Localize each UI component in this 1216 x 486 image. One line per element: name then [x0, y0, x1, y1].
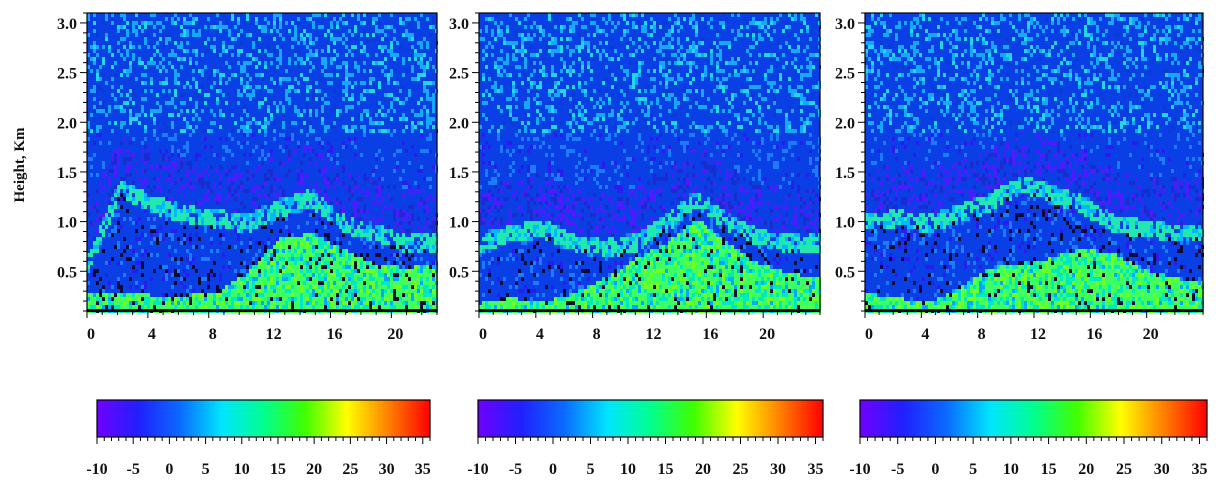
- y-tick-label: 1.0: [57, 215, 77, 232]
- heatmap-cells: [87, 13, 438, 313]
- y-tick-label: 1.0: [449, 215, 469, 232]
- colorbar-tick-label: -5: [891, 461, 904, 478]
- colorbar-gradient: [477, 399, 824, 438]
- colorbar-tick-label: 35: [808, 461, 824, 478]
- colorbar-tick-label: 30: [379, 461, 395, 478]
- x-tick-label: 4: [921, 326, 929, 343]
- colorbar-tick-label: -10: [467, 461, 488, 478]
- colorbar-tick-label: -5: [509, 461, 522, 478]
- colorbar-tick-label: 5: [969, 461, 977, 478]
- colorbar-tick-label: 5: [202, 461, 210, 478]
- x-tick-label: 4: [148, 326, 156, 343]
- y-tick-label: 1.5: [449, 165, 469, 182]
- colorbar-tick-label: 15: [1041, 461, 1057, 478]
- colorbar-tick-label: 15: [270, 461, 286, 478]
- heatmap-cells: [479, 13, 821, 313]
- colorbar-tick-label: 20: [1078, 461, 1094, 478]
- colorbar-tick-label: 10: [620, 461, 636, 478]
- y-tick-label: 1.0: [835, 215, 855, 232]
- colorbar-tick-label: 25: [1116, 461, 1132, 478]
- colorbar-3: -10 -5 0 5 10 15 20 25 30 35: [849, 399, 1208, 478]
- x-tick-label: 12: [646, 326, 662, 343]
- colorbar-tick-label: 25: [342, 461, 358, 478]
- colorbar-gradient: [96, 399, 431, 438]
- x-tick-label: 0: [87, 326, 95, 343]
- y-axis-label: Height, Km: [12, 127, 28, 202]
- colorbar-tick-label: 35: [415, 461, 431, 478]
- colorbar-2: -10 -5 0 5 10 15 20 25 30 35: [467, 399, 824, 478]
- y-tick-label: 2.5: [57, 66, 77, 83]
- y-tick-label: 1.5: [835, 165, 855, 182]
- y-tick-label: 0.5: [449, 264, 469, 281]
- panel-1: 0 4 8 12 16 20 0.5 1.0 1.5 2.0 2.5 3.0 -10 -5 0 5 10 15 20…: [57, 12, 438, 478]
- panel-2: 0 4 8 12 16 20 0.5 1.0 1.5 2.0 2.5 3.0 -10 -5 0 5 10 15 20…: [449, 12, 824, 478]
- colorbar-gradient: [859, 399, 1208, 438]
- y-tick-label: 2.5: [449, 66, 469, 83]
- x-tick-label: 8: [593, 326, 601, 343]
- y-tick-label: 3.0: [449, 16, 469, 33]
- colorbar-tick-label: 15: [658, 461, 674, 478]
- colorbar-tick-label: 35: [1191, 461, 1207, 478]
- y-tick-label: 2.5: [835, 66, 855, 83]
- x-tick-label: 4: [536, 326, 544, 343]
- colorbar-tick-label: -10: [86, 461, 107, 478]
- x-tick-label: 12: [1030, 326, 1046, 343]
- colorbar-1: -10 -5 0 5 10 15 20 25 30 35: [86, 399, 431, 478]
- colorbar-tick-label: 0: [931, 461, 939, 478]
- panels: 0 4 8 12 16 20 0.5 1.0 1.5 2.0 2.5 3.0 -10 -5 0 5 10 15 20…: [57, 12, 1208, 478]
- y-tick-label: 2.0: [57, 115, 77, 132]
- colorbar-tick-label: -5: [127, 461, 140, 478]
- colorbar-tick-label: 20: [695, 461, 711, 478]
- colorbar-tick-label: 0: [549, 461, 557, 478]
- y-tick-label: 3.0: [57, 16, 77, 33]
- x-tick-label: 12: [266, 326, 282, 343]
- x-tick-label: 0: [479, 326, 487, 343]
- colorbar-tick-label: 10: [234, 461, 250, 478]
- x-tick-label: 16: [702, 326, 718, 343]
- y-tick-label: 0.5: [57, 264, 77, 281]
- x-tick-label: 8: [978, 326, 986, 343]
- colorbar-tick-label: 30: [770, 461, 786, 478]
- x-tick-label: 8: [209, 326, 217, 343]
- colorbar-tick-label: 20: [306, 461, 322, 478]
- x-tick-label: 16: [1086, 326, 1102, 343]
- y-tick-label: 0.5: [835, 264, 855, 281]
- colorbar-tick-label: 25: [733, 461, 749, 478]
- x-tick-label: 20: [387, 326, 403, 343]
- colorbar-tick-label: 5: [587, 461, 595, 478]
- y-tick-label: 2.0: [835, 115, 855, 132]
- panel-3: 0 4 8 12 16 20 0.5 1.0 1.5 2.0 2.5 3.0 -10 -5 0 5 10 15 20…: [835, 12, 1208, 478]
- colorbar-tick-label: 0: [165, 461, 173, 478]
- colorbar-tick-label: 30: [1154, 461, 1170, 478]
- colorbar-tick-label: 10: [1003, 461, 1019, 478]
- x-tick-label: 20: [759, 326, 775, 343]
- y-tick-label: 2.0: [449, 115, 469, 132]
- y-tick-label: 3.0: [835, 16, 855, 33]
- x-tick-label: 20: [1143, 326, 1159, 343]
- x-tick-label: 0: [865, 326, 873, 343]
- colorbar-tick-label: -10: [849, 461, 870, 478]
- x-tick-label: 16: [326, 326, 342, 343]
- y-tick-label: 1.5: [57, 165, 77, 182]
